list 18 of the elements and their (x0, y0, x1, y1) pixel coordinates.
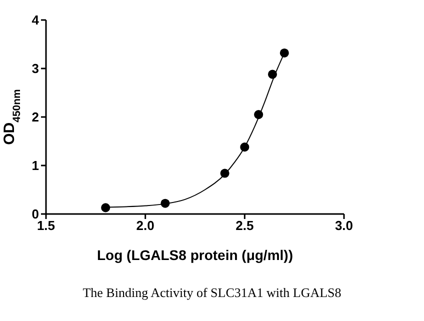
y-tick-label: 0 (32, 206, 39, 222)
text: The Binding Activity of SLC31A1 with LGALS8 (82, 285, 342, 301)
point (240, 142, 250, 152)
point (280, 48, 289, 58)
x-tick-label: 3.0 (334, 218, 354, 234)
point (268, 70, 277, 79)
point (101, 203, 110, 212)
y-tick-label: 3 (32, 61, 39, 76)
point (160, 198, 170, 208)
x-tick-label: 1.5 (36, 218, 56, 234)
point (220, 168, 230, 178)
y-tick-label: 1 (32, 158, 39, 174)
y-tick-label: 2 (32, 110, 39, 125)
point (254, 110, 264, 120)
y-tick-label: 4 (32, 12, 40, 28)
x-axis-title: Log (LGALS8 protein (μg/ml)) (97, 247, 293, 263)
x-tick-label: 2.0 (136, 218, 154, 234)
x-tick-label: 2.5 (236, 218, 254, 234)
